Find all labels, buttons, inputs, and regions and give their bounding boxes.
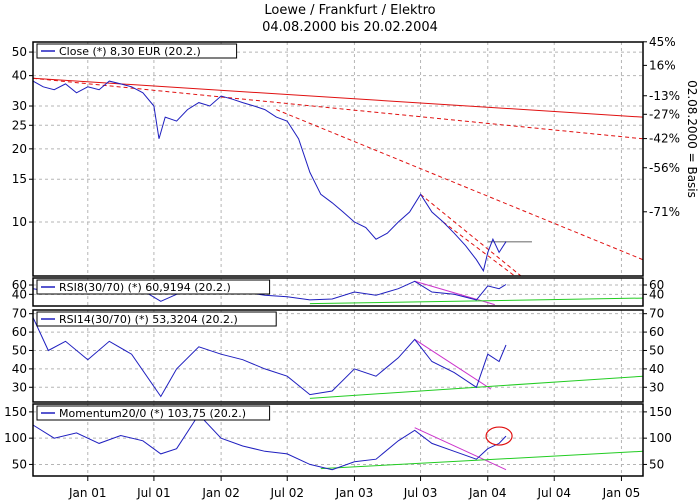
x-tick-label: Jul 02 — [269, 486, 304, 500]
trend-line-dashed — [276, 109, 644, 261]
y-tick-label-left: 60 — [12, 325, 27, 339]
x-tick-label: Jan 05 — [602, 486, 641, 500]
panel-frame — [32, 41, 644, 277]
legend-text: RSI14(30/70) (*) 53,3204 (20.2.) — [59, 313, 238, 326]
y-tick-label-left: 25 — [12, 118, 27, 132]
y-tick-label-right: 60 — [649, 325, 664, 339]
downtrend-line — [414, 427, 507, 471]
legend-text: Momentum20/0 (*) 103,75 (20.2.) — [59, 407, 246, 420]
x-tick-label: Jan 02 — [201, 486, 240, 500]
legend-text: Close (*) 8,30 EUR (20.2.) — [59, 45, 201, 58]
y-tick-label-right: 50 — [649, 457, 664, 471]
uptrend-line — [309, 297, 644, 305]
legend-box — [36, 311, 277, 327]
y-tick-label-left: 15 — [12, 172, 27, 186]
y-tick-label-left: 100 — [4, 431, 27, 445]
panel-frame — [32, 309, 644, 403]
legend-box — [36, 405, 271, 421]
x-tick-label: Jul 04 — [536, 486, 571, 500]
y-tick-label-left: 40 — [12, 362, 27, 376]
trend-line-dashed — [442, 221, 516, 277]
x-tick-label: Jan 04 — [468, 486, 507, 500]
y-tick-label-left: 30 — [12, 99, 27, 113]
y-tick-label-right: 150 — [649, 405, 672, 419]
chart-subtitle: 04.08.2000 bis 20.02.2004 — [262, 20, 438, 35]
y-tick-label-left: 40 — [12, 287, 27, 301]
y-tick-label-left: 10 — [12, 215, 27, 229]
trend-line-solid — [32, 77, 644, 118]
y-tick-label-left: 50 — [12, 343, 27, 357]
y-tick-label-right: -13% — [649, 89, 680, 103]
y-tick-label-left: 20 — [12, 142, 27, 156]
uptrend-line — [320, 450, 644, 470]
y-tick-label-right: -42% — [649, 132, 680, 146]
panel-frame — [32, 403, 644, 477]
price-series-line — [32, 80, 507, 273]
legend-text: RSI8(30/70) (*) 60,9194 (20.2.) — [59, 281, 231, 294]
y-tick-label-left: 70 — [12, 307, 27, 321]
momentum-series-line — [32, 413, 507, 471]
panel-frame — [32, 277, 644, 307]
y-tick-label-right: 60 — [649, 278, 664, 292]
x-tick-label: Jan 03 — [335, 486, 374, 500]
highlight-ring — [485, 426, 513, 446]
right-axis-label: 02.08.2000 = Basis — [685, 80, 699, 198]
legend-box — [36, 279, 271, 295]
chart-title: Loewe / Frankfurt / Elektro — [264, 3, 436, 18]
y-tick-label-left: 60 — [12, 278, 27, 292]
x-tick-label: Jul 01 — [136, 486, 171, 500]
trend-line-dashed — [32, 77, 644, 140]
y-tick-label-right: -27% — [649, 107, 680, 121]
y-tick-label-right: 50 — [649, 343, 664, 357]
y-tick-label-right: -71% — [649, 205, 680, 219]
y-tick-label-left: 50 — [12, 457, 27, 471]
y-tick-label-left: 40 — [12, 69, 27, 83]
y-tick-label-right: 70 — [649, 307, 664, 321]
y-tick-label-left: 30 — [12, 380, 27, 394]
downtrend-line — [414, 339, 492, 390]
y-tick-label-right: 100 — [649, 431, 672, 445]
y-tick-label-right: 30 — [649, 380, 664, 394]
y-tick-label-right: 45% — [649, 35, 676, 49]
legend-box — [36, 43, 238, 59]
y-tick-label-right: -56% — [649, 161, 680, 175]
y-tick-label-right: 40 — [649, 287, 664, 301]
x-tick-label: Jul 03 — [403, 486, 438, 500]
y-tick-label-right: 40 — [649, 362, 664, 376]
rsi14-series-line — [32, 317, 507, 398]
y-tick-label-left: 150 — [4, 405, 27, 419]
x-tick-label: Jan 01 — [68, 486, 107, 500]
y-tick-label-right: 16% — [649, 58, 676, 72]
y-tick-label-left: 50 — [12, 45, 27, 59]
trend-line-dashed — [420, 193, 522, 277]
